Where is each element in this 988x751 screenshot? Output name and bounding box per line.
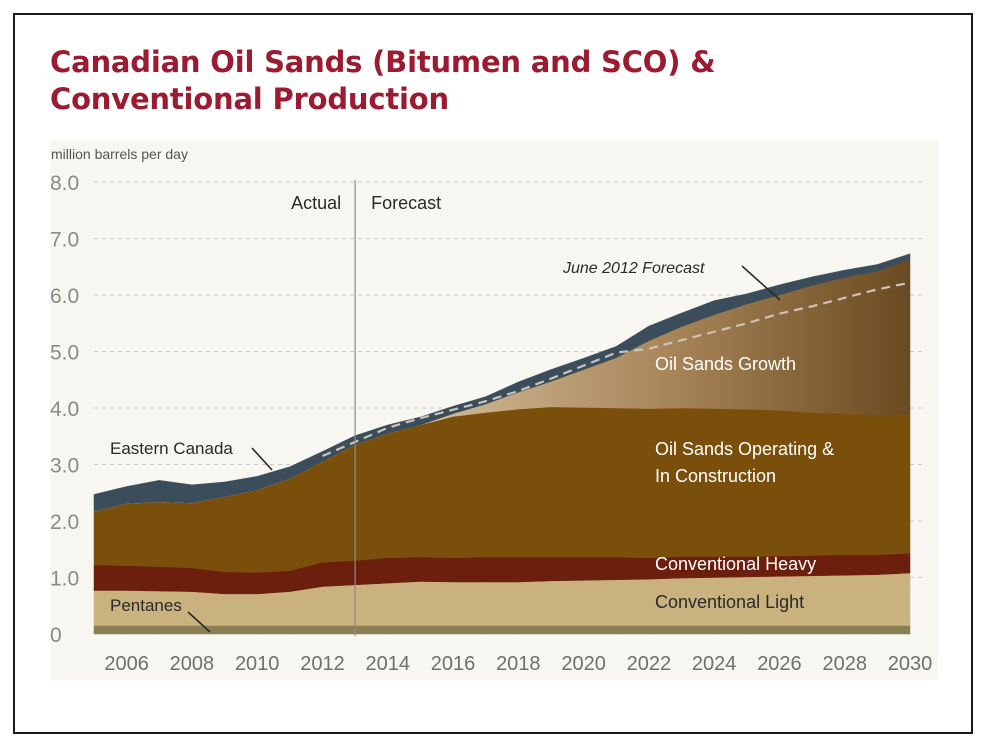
leader-line bbox=[187, 611, 211, 633]
annotation-oil-sands-growth: Oil Sands Growth bbox=[655, 354, 796, 374]
series-annotations: Eastern Canada Pentanes June 2012 Forecast… bbox=[110, 260, 834, 633]
x-tick-label: 2024 bbox=[692, 653, 737, 675]
actual-label: Actual bbox=[291, 193, 341, 213]
area-eastern-canada bbox=[93, 253, 911, 512]
y-tick-label: 4.0 bbox=[50, 398, 79, 421]
y-tick-label: 2.0 bbox=[50, 511, 79, 534]
stacked-areas bbox=[93, 253, 911, 635]
x-tick-label: 2018 bbox=[496, 653, 541, 675]
annotation-oil-sands-operating: Oil Sands Operating & bbox=[655, 439, 834, 459]
x-tick-label: 2006 bbox=[104, 653, 149, 675]
actual-forecast-divider: Actual Forecast bbox=[291, 180, 441, 636]
annotation-pentanes: Pentanes bbox=[110, 596, 182, 615]
annotation-eastern-canada: Eastern Canada bbox=[110, 439, 233, 458]
y-tick-label: 5.0 bbox=[50, 342, 79, 365]
y-tick-label: 1.0 bbox=[50, 568, 79, 591]
x-tick-label: 2026 bbox=[757, 653, 802, 675]
slide-frame bbox=[13, 13, 973, 734]
leader-line bbox=[251, 447, 273, 471]
y-tick-label: 3.0 bbox=[50, 455, 79, 478]
slide-title: Canadian Oil Sands (Bitumen and SCO) & C… bbox=[50, 45, 716, 116]
annotation-conventional-light: Conventional Light bbox=[655, 592, 804, 612]
y-tick-label: 8.0 bbox=[50, 172, 79, 195]
leader-line bbox=[741, 265, 781, 301]
y-axis-label: million barrels per day bbox=[51, 146, 188, 162]
annotation-conventional-heavy: Conventional Heavy bbox=[655, 554, 816, 574]
x-tick-label: 2028 bbox=[822, 653, 867, 675]
annotation-in-construction: In Construction bbox=[655, 466, 776, 486]
x-tick-labels: 2006 2008 2010 2012 2014 2016 2018 2020 2022 2024… bbox=[104, 653, 932, 675]
x-tick-label: 2008 bbox=[170, 653, 215, 675]
annotation-june-2012-forecast: June 2012 Forecast bbox=[562, 260, 705, 277]
x-tick-label: 2012 bbox=[300, 653, 345, 675]
x-tick-label: 2022 bbox=[627, 653, 672, 675]
area-pentanes bbox=[93, 625, 911, 635]
x-tick-label: 2014 bbox=[366, 653, 411, 675]
x-tick-label: 2010 bbox=[235, 653, 280, 675]
y-tick-label: 0 bbox=[50, 624, 62, 647]
forecast-label: Forecast bbox=[371, 193, 441, 213]
reference-line-june-2012-forecast bbox=[322, 281, 911, 458]
y-tick-label: 6.0 bbox=[50, 285, 79, 308]
x-tick-label: 2020 bbox=[561, 653, 606, 675]
reference-line-group bbox=[322, 281, 911, 458]
y-tick-label: 7.0 bbox=[50, 229, 79, 252]
y-tick-labels: 0 1.0 2.0 3.0 4.0 5.0 6.0 7.0 8.0 bbox=[50, 172, 79, 647]
x-tick-label: 2016 bbox=[431, 653, 476, 675]
x-tick-label: 2030 bbox=[888, 653, 933, 675]
